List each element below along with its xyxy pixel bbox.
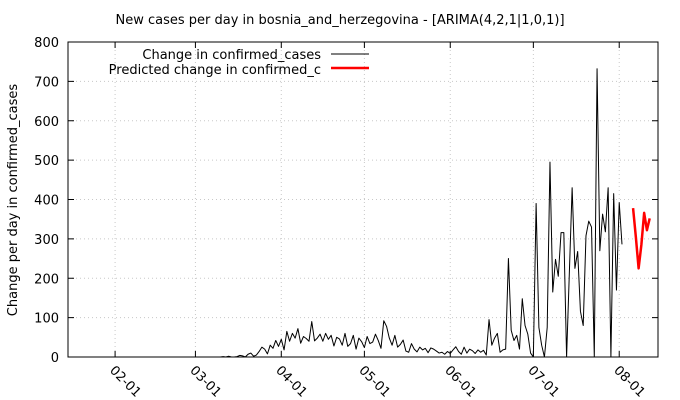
x-tick-label: 02-01	[106, 363, 143, 400]
x-tick-label: 05-01	[356, 363, 393, 400]
y-tick-label: 600	[34, 115, 59, 130]
legend-label-actual: Change in confirmed_cases	[142, 48, 321, 63]
x-tick-label: 04-01	[272, 363, 309, 400]
x-tick-label: 03-01	[187, 363, 224, 400]
series-line-predicted	[631, 208, 651, 270]
x-tick-label: 06-01	[441, 363, 478, 400]
x-tick-label: 07-01	[525, 363, 562, 400]
y-tick-label: 300	[34, 233, 59, 248]
y-tick-label: 800	[34, 36, 59, 51]
grid-layer	[68, 42, 658, 357]
ticks-layer: 0 100 200 300 400 500 600 700 800 02-01 03-01 04-01…	[34, 36, 658, 400]
y-axis-label: Change per day in confirmed_cases	[6, 84, 21, 317]
y-tick-label: 100	[34, 312, 59, 327]
x-tick-label: 08-01	[610, 363, 647, 400]
y-tick-label: 500	[34, 154, 59, 169]
series-line-actual	[87, 68, 623, 358]
y-tick-label: 700	[34, 75, 59, 90]
y-tick-label: 0	[51, 351, 59, 366]
legend-label-predicted: Predicted change in confirmed_c	[109, 63, 321, 78]
y-tick-label: 200	[34, 272, 59, 287]
legend: Change in confirmed_cases Predicted chan…	[109, 48, 369, 78]
chart-title: New cases per day in bosnia_and_herzegov…	[115, 13, 564, 28]
y-tick-label: 400	[34, 194, 59, 209]
series-layer	[87, 68, 651, 358]
